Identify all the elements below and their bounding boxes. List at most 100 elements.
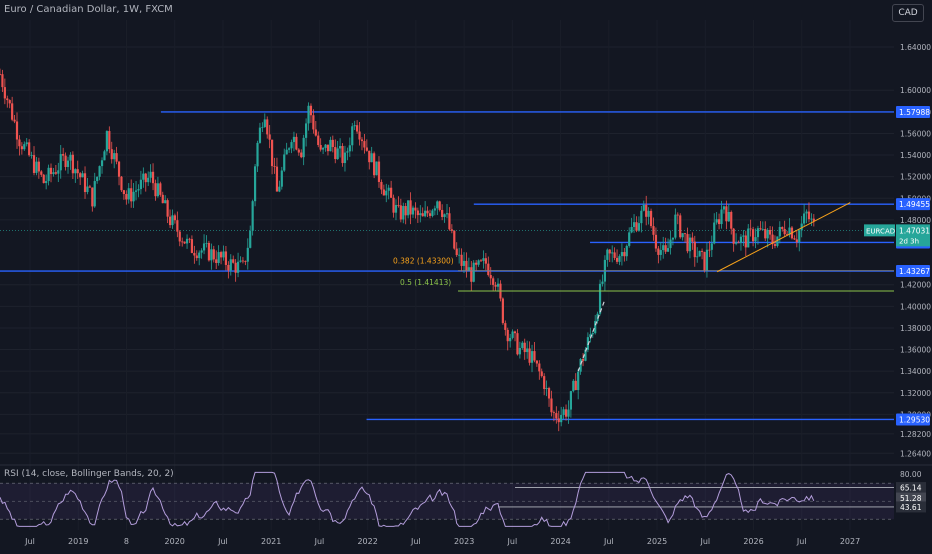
- candle-body-74: [178, 231, 181, 242]
- candle-body-10: [23, 144, 26, 150]
- candle-body-154: [373, 153, 376, 176]
- candle-body-319: [773, 244, 777, 246]
- candle-body-230: [557, 418, 560, 423]
- candle-body-192: [465, 260, 468, 271]
- candle-body-43: [103, 151, 106, 161]
- level-tag-bg: [896, 265, 930, 278]
- candle-body-282: [683, 233, 687, 235]
- time-tick-label: 2020: [165, 537, 185, 546]
- candle-body-294: [713, 222, 716, 244]
- candle-body-325: [788, 227, 791, 235]
- candle-body-90: [217, 252, 220, 263]
- candle-body-171: [414, 207, 417, 211]
- candle-body-114: [275, 166, 279, 192]
- candle-body-57: [137, 189, 140, 191]
- candle-body-105: [253, 166, 257, 202]
- candle-body-253: [613, 252, 616, 258]
- time-tick-label: Jul: [603, 537, 614, 546]
- candle-body-107: [258, 127, 262, 143]
- candle-body-225: [545, 388, 548, 389]
- candle-body-247: [598, 283, 602, 314]
- rsi-line: [0, 471, 815, 527]
- candle-body-215: [521, 342, 524, 349]
- candle-body-148: [358, 131, 361, 140]
- candle-body-99: [239, 260, 242, 262]
- candle-body-270: [654, 234, 658, 249]
- candle-body-8: [18, 139, 21, 147]
- candle-body-241: [584, 349, 587, 361]
- price-tick-label: 1.56000: [900, 129, 931, 138]
- candle-body-214: [518, 348, 521, 355]
- rsi-scale-label: 80.00: [900, 470, 922, 479]
- candle-body-70: [168, 216, 172, 226]
- candle-body-152: [368, 150, 371, 163]
- current-price-tag-bg: [896, 224, 930, 247]
- candle-body-150: [363, 141, 366, 148]
- candle-body-321: [778, 227, 781, 237]
- rising-trendline[interactable]: [716, 202, 851, 273]
- candle-body-219: [530, 351, 534, 363]
- candle-body-46: [110, 149, 113, 160]
- price-tick-label: 1.34000: [900, 367, 931, 376]
- candle-body-324: [786, 234, 789, 236]
- current-price-tag: 1.47031: [899, 226, 930, 235]
- candle-body-307: [744, 235, 747, 248]
- dashed-projection[interactable]: [577, 300, 605, 372]
- candle-body-66: [159, 183, 162, 195]
- time-tick-label: 2022: [357, 537, 377, 546]
- candle-body-147: [356, 125, 359, 132]
- candle-body-40: [96, 176, 99, 182]
- price-tick-label: 1.28200: [900, 430, 931, 439]
- candle-body-278: [674, 214, 677, 238]
- candle-body-113: [273, 166, 276, 167]
- time-tick-label: Jul: [314, 537, 325, 546]
- candle-body-82: [198, 252, 201, 259]
- candle-body-331: [803, 213, 806, 224]
- candle-body-83: [200, 250, 203, 253]
- candle-body-193: [467, 267, 470, 271]
- fib-05-label: 0.5 (1.41413): [400, 278, 451, 287]
- candle-body-140: [339, 145, 342, 149]
- candle-body-311: [754, 237, 757, 242]
- candle-body-289: [700, 250, 704, 252]
- price-tick-label: 1.52000: [900, 173, 931, 182]
- candle-body-55: [132, 191, 135, 202]
- candle-body-246: [596, 313, 599, 321]
- currency-button[interactable]: CAD: [892, 4, 924, 22]
- candle-body-15: [35, 161, 38, 173]
- price-tick-label: 1.38000: [900, 324, 931, 333]
- candle-body-203: [492, 278, 495, 285]
- candle-body-277: [671, 237, 675, 240]
- candle-body-168: [407, 200, 410, 216]
- candle-body-221: [535, 360, 538, 364]
- time-tick-label: Jul: [410, 537, 421, 546]
- candle-body-234: [567, 409, 570, 417]
- candle-body-30: [71, 154, 74, 174]
- candle-body-63: [151, 171, 155, 184]
- candle-body-35: [83, 173, 87, 193]
- candle-body-287: [696, 256, 699, 258]
- candle-body-9: [20, 146, 23, 150]
- candle-body-263: [637, 223, 641, 231]
- candle-body-170: [411, 207, 415, 215]
- candle-body-185: [448, 213, 451, 230]
- candle-body-266: [645, 204, 648, 217]
- level-tag: 1.29530: [899, 415, 930, 424]
- candle-body-229: [555, 413, 558, 419]
- candle-body-78: [188, 238, 191, 240]
- rsi-tag-bg: [896, 492, 926, 504]
- candle-body-279: [676, 214, 679, 216]
- candle-body-232: [562, 409, 565, 415]
- candle-body-269: [652, 226, 655, 235]
- candle-body-13: [30, 155, 33, 156]
- candle-body-134: [324, 144, 327, 148]
- candle-body-211: [511, 331, 514, 338]
- candle-body-295: [715, 219, 718, 223]
- fib-0382-label: 0.382 (1.43300): [393, 257, 454, 266]
- candle-body-48: [115, 153, 118, 162]
- candle-body-76: [183, 241, 186, 244]
- candle-body-173: [419, 213, 422, 216]
- candle-body-166: [402, 206, 405, 220]
- level-tag-bg: [896, 105, 930, 118]
